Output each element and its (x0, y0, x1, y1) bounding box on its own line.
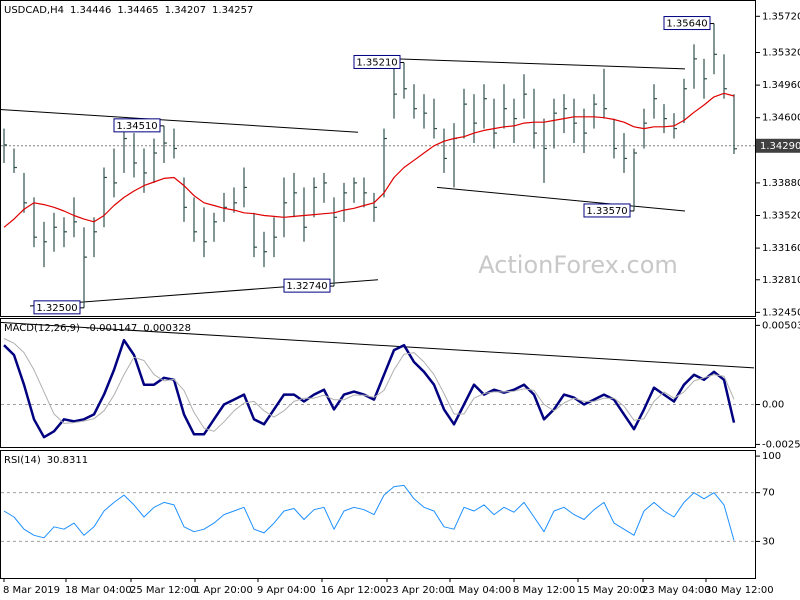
header-value: 1.34207 (165, 5, 206, 16)
x-tick-label: 23 May 04:00 (642, 585, 711, 596)
annotation-box (113, 118, 161, 133)
y-tick-label: 1.33160 (762, 243, 800, 254)
annotation-box (33, 300, 81, 315)
panel-title: USDCAD,H4 (4, 5, 64, 16)
annotation-box (353, 54, 401, 69)
x-tick-label: 15 May 20:00 (577, 585, 646, 596)
header-value: 30.8311 (47, 455, 88, 466)
y-tick-label: 1.34600 (762, 113, 800, 124)
watermark: ActionForex.com (478, 251, 678, 279)
annotation-label: 1.33570 (586, 206, 627, 217)
rsi-panel (0, 450, 756, 579)
x-tick-label: 1 Apr 20:00 (194, 585, 253, 596)
macd-panel (0, 318, 756, 448)
trendline (0, 321, 755, 369)
price-panel (0, 0, 756, 317)
panel-header: USDCAD,H4 1.34446 1.34465 1.34207 1.34257 (4, 5, 253, 16)
series-line (3, 338, 735, 432)
annotation-label: 1.35640 (666, 19, 707, 30)
series-line (3, 484, 735, 541)
y-tick-label: 1.34960 (762, 80, 800, 91)
trendline (0, 109, 359, 133)
x-tick-label: 23 Apr 20:00 (386, 585, 451, 596)
annotation-label: 1.35210 (356, 57, 397, 68)
y-tick-label: 1.33880 (762, 178, 800, 189)
header-value: 1.34465 (117, 5, 158, 16)
x-tick-label: 8 May 12:00 (513, 585, 575, 596)
y-tick-label: 1.32810 (762, 275, 800, 286)
moving-average (3, 92, 735, 228)
header-value: 1.34446 (70, 5, 111, 16)
annotation-box (663, 16, 711, 31)
panel-header: RSI(14) 30.8311 (4, 455, 88, 466)
y-tick-label: 0.00 (762, 400, 784, 411)
y-tick-label: -0.002536 (762, 439, 800, 450)
series-line (3, 338, 736, 439)
y-tick-label: 1.35320 (762, 48, 800, 59)
y-tick-label: 1.33520 (762, 210, 800, 221)
x-tick-label: 25 Mar 12:00 (130, 585, 197, 596)
y-tick-label: 70 (762, 488, 775, 499)
current-price-label: 1.34290 (760, 141, 800, 152)
trendline (396, 58, 686, 70)
y-tick-label: 30 (762, 536, 775, 547)
header-value: 1.34257 (212, 5, 253, 16)
annotation-label: 1.32740 (286, 281, 327, 292)
annotation-label: 1.34510 (116, 121, 157, 132)
current-price-box (756, 138, 800, 153)
panel-header: MACD(12,26,9) -0.001147 0.000328 (4, 323, 191, 334)
y-tick-label: 0.005032 (762, 320, 800, 331)
x-tick-label: 8 Mar 2019 (3, 585, 60, 596)
x-tick-label: 16 Apr 12:00 (321, 585, 386, 596)
header-value: 0.000328 (143, 323, 191, 334)
panel-title: MACD(12,26,9) (4, 323, 80, 334)
panel-title: RSI(14) (4, 455, 41, 466)
x-tick-label: 9 Apr 04:00 (257, 585, 316, 596)
x-tick-label: 18 Mar 04:00 (65, 585, 132, 596)
annotation-box (583, 203, 631, 218)
trendline (436, 186, 686, 212)
y-tick-label: 1.32450 (762, 307, 800, 318)
annotation-label: 1.32500 (36, 303, 77, 314)
y-tick-label: 100 (762, 451, 781, 462)
annotation-box (283, 278, 331, 293)
x-tick-label: 30 May 12:00 (705, 585, 774, 596)
x-tick-label: 1 May 04:00 (449, 585, 511, 596)
header-value: -0.001147 (86, 323, 137, 334)
y-tick-label: 1.35720 (762, 11, 800, 22)
